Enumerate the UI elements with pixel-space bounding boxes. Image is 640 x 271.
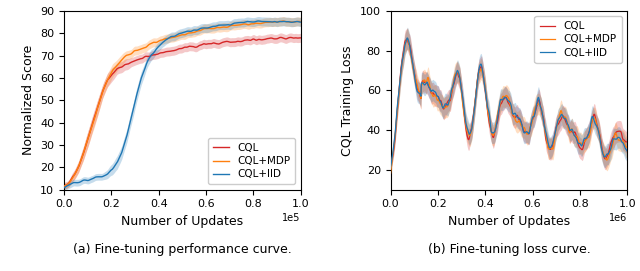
Y-axis label: CQL Training Loss: CQL Training Loss (341, 45, 355, 156)
Text: 1e6: 1e6 (609, 213, 627, 223)
X-axis label: Number of Updates: Number of Updates (121, 215, 243, 228)
Legend: CQL, CQL+MDP, CQL+IID: CQL, CQL+MDP, CQL+IID (534, 16, 622, 63)
Y-axis label: Normalized Score: Normalized Score (22, 45, 35, 155)
Text: (b) Fine-tuning loss curve.: (b) Fine-tuning loss curve. (428, 243, 590, 256)
Legend: CQL, CQL+MDP, CQL+IID: CQL, CQL+MDP, CQL+IID (208, 138, 296, 185)
X-axis label: Number of Updates: Number of Updates (448, 215, 570, 228)
Text: (a) Fine-tuning performance curve.: (a) Fine-tuning performance curve. (73, 243, 292, 256)
Text: 1e5: 1e5 (282, 213, 301, 223)
